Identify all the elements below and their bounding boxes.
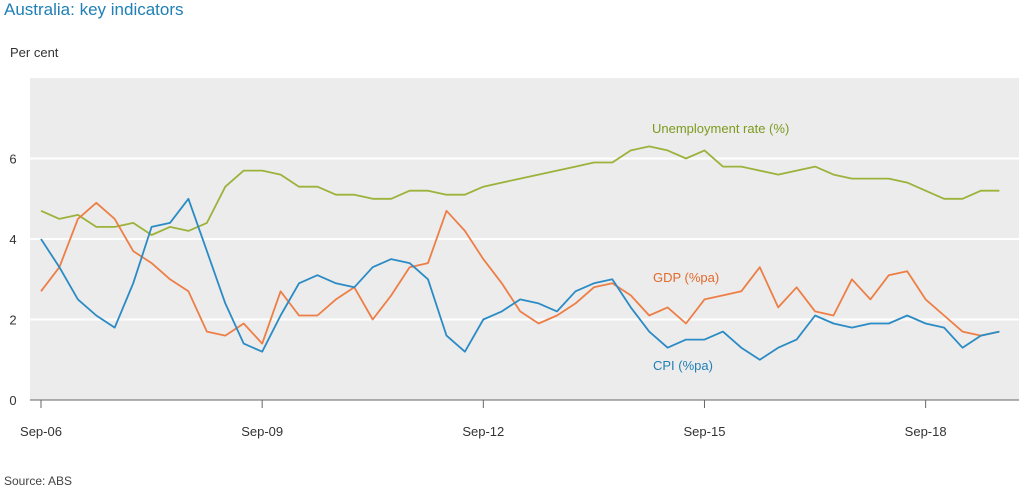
series-line-2	[40, 197, 1000, 361]
y-tick-label: 2	[9, 313, 16, 328]
x-tick-label: Sep-09	[241, 424, 283, 439]
y-axis-ticks: 0 2 4 6	[9, 152, 16, 409]
chart-title: Australia: key indicators	[4, 0, 184, 19]
annotation-cpi: CPI (%pa)	[653, 358, 713, 373]
x-tick-label: Sep-12	[462, 424, 504, 439]
series-line-0	[40, 145, 1000, 236]
x-tick-label: Sep-15	[684, 424, 726, 439]
y-axis-label: Per cent	[10, 45, 59, 60]
annotation-gdp: GDP (%pa)	[653, 270, 719, 285]
series-lines	[40, 145, 1000, 361]
y-tick-label: 4	[9, 232, 16, 247]
source-note: Source: ABS	[4, 474, 73, 488]
x-axis-ticks: Sep-06 Sep-09 Sep-12 Sep-15 Sep-18	[20, 400, 947, 439]
series-line-1	[40, 201, 1000, 345]
line-chart: 0 2 4 6 Sep-06 Sep-09 Sep-12 Sep-15 Sep-18 Unem…	[9, 78, 1019, 439]
x-tick-label: Sep-06	[20, 424, 62, 439]
annotation-unemployment: Unemployment rate (%)	[652, 121, 789, 136]
y-tick-label: 0	[9, 393, 16, 408]
y-tick-label: 6	[9, 152, 16, 167]
grid-lines	[30, 157, 1019, 321]
series-annotations: Unemployment rate (%) GDP (%pa) CPI (%pa…	[652, 121, 789, 373]
x-tick-label: Sep-18	[905, 424, 947, 439]
